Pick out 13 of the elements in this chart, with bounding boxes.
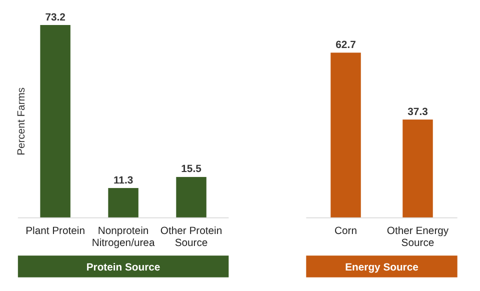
x-tick-label: Corn (334, 226, 358, 237)
x-axis-title: Energy Source (345, 262, 419, 274)
x-tick-label: Nonprotein Nitrogen/urea (92, 226, 155, 250)
x-tick-label: Other Energy Source (386, 226, 450, 250)
y-axis-title: Percent Farms (16, 87, 28, 156)
data-label: 11.3 (113, 175, 134, 186)
x-tick-label: Other Protein Source (160, 226, 222, 250)
data-label: 15.5 (181, 164, 202, 176)
data-label: 73.2 (45, 12, 66, 24)
data-label: 37.3 (408, 106, 428, 118)
x-tick-label: Plant Protein (26, 226, 86, 237)
data-label: 62.7 (336, 40, 356, 51)
x-axis-title: Protein Source (86, 262, 160, 274)
